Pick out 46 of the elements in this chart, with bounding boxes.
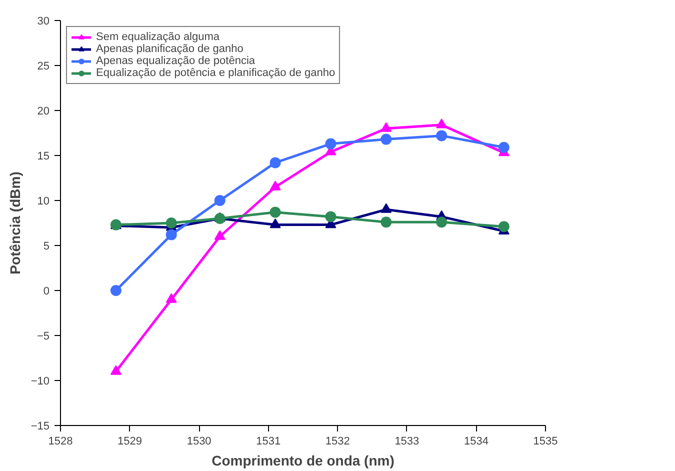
point <box>436 216 448 228</box>
point <box>214 195 226 206</box>
y-tick-label: 20 <box>37 106 50 118</box>
point <box>325 138 336 150</box>
point <box>380 216 392 228</box>
point <box>270 180 281 190</box>
point <box>166 218 177 228</box>
point <box>380 134 392 145</box>
point <box>166 229 177 240</box>
y-tick-label: 0 <box>43 286 50 298</box>
y-tick-label: 10 <box>37 196 50 208</box>
y-tick-label: −5 <box>36 330 50 342</box>
x-tick-label: 1532 <box>325 436 350 448</box>
point <box>380 203 392 213</box>
point <box>498 221 510 232</box>
point <box>270 206 281 218</box>
legend-label: Sem equalização alguma <box>96 31 220 43</box>
point <box>110 365 122 375</box>
point <box>436 130 448 142</box>
x-tick-label: 1535 <box>533 436 558 448</box>
legend-label: Apenas planificação de ganho <box>96 43 244 55</box>
x-axis-title: Comprimento de onda (nm) <box>212 452 394 468</box>
x-tick-label: 1531 <box>256 436 281 448</box>
y-tick-label: 25 <box>37 60 50 72</box>
x-tick-label: 1528 <box>48 436 73 448</box>
x-tick-label: 1529 <box>118 436 142 448</box>
x-tick-label: 1530 <box>186 436 212 448</box>
point <box>110 285 122 296</box>
point <box>436 118 448 128</box>
point <box>325 211 336 222</box>
legend-label: Apenas equalização de potência <box>96 55 256 67</box>
point <box>166 293 177 303</box>
point <box>270 157 281 168</box>
point <box>380 122 392 132</box>
x-tick-label: 1534 <box>464 436 488 448</box>
legend-label: Equalização de potência e planificação de ganho <box>96 67 336 79</box>
x-tick-label: 1533 <box>394 436 420 448</box>
y-tick-label: −10 <box>30 376 50 388</box>
y-tick-label: −15 <box>30 420 50 432</box>
y-axis-title: Potência (dBm) <box>6 172 23 274</box>
y-tick-label: 15 <box>37 150 50 162</box>
point <box>214 230 226 240</box>
y-tick-label: 30 <box>37 16 50 28</box>
y-tick-label: 5 <box>43 240 50 252</box>
point <box>270 218 281 228</box>
point <box>498 142 510 153</box>
